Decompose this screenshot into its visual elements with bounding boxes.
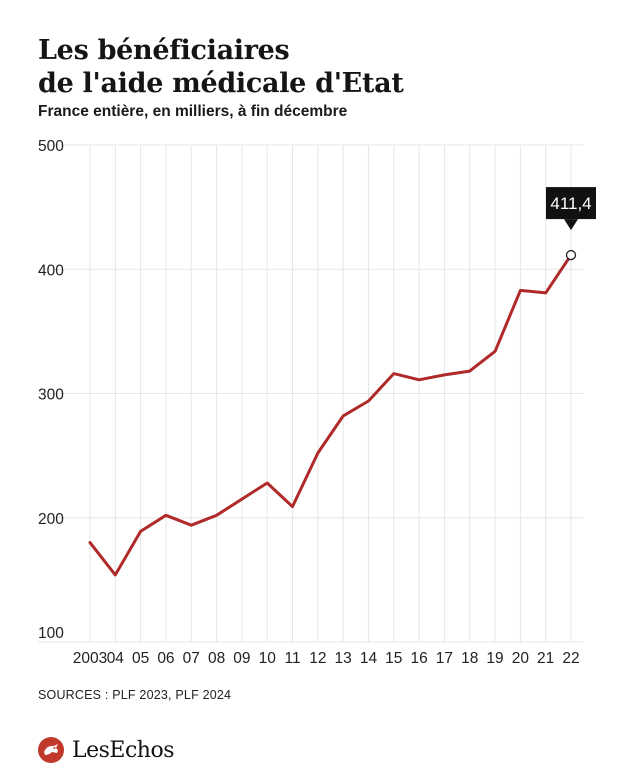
x-tick-label: 22 xyxy=(562,650,579,667)
y-gridlines xyxy=(38,144,583,643)
x-tick-label: 08 xyxy=(208,650,225,667)
x-tick-label: 17 xyxy=(436,650,453,667)
x-tick-label: 12 xyxy=(309,650,326,667)
x-tick-label: 04 xyxy=(107,650,125,667)
series-line xyxy=(88,253,573,577)
x-tick-label: 2003 xyxy=(73,650,107,667)
chart-title-line-1: Les bénéficiaires xyxy=(38,35,290,66)
last-value-marker xyxy=(565,249,577,261)
x-tick-label: 14 xyxy=(360,650,378,667)
callout-box xyxy=(546,187,596,220)
x-gridlines xyxy=(89,145,572,642)
chart-subtitle: France entière, en milliers, à fin décem… xyxy=(38,103,348,120)
x-tick-label: 10 xyxy=(259,650,277,667)
callout-pointer xyxy=(564,219,578,231)
y-tick-label: 300 xyxy=(38,387,64,404)
callout-label: 411,4 xyxy=(550,194,591,213)
y-tick-label: 500 xyxy=(38,138,64,155)
x-tick-label: 11 xyxy=(284,650,300,667)
x-tick-label: 21 xyxy=(537,650,554,667)
chart-title-line-2: de l'aide médicale d'Etat xyxy=(38,68,404,99)
y-tick-label: 200 xyxy=(38,511,64,528)
x-tick-label: 07 xyxy=(183,650,200,667)
value-callout: 411,4 xyxy=(546,187,596,231)
line-chart: 100 200 300 400 500 2003 04 05 06 07 08 09 10 11 12 13… xyxy=(38,138,596,667)
x-tick-label: 20 xyxy=(512,650,530,667)
x-tick-label: 16 xyxy=(410,650,427,667)
les-echos-logo-icon xyxy=(38,737,64,763)
les-echos-logo: LesEchos xyxy=(38,734,175,766)
x-tick-label: 05 xyxy=(132,650,149,667)
x-tick-label: 18 xyxy=(461,650,478,667)
x-axis-tick-labels: 2003 04 05 06 07 08 09 10 11 12 13 14 15 16 17 18 19 20 21… xyxy=(73,650,580,667)
x-tick-label: 19 xyxy=(486,650,503,667)
y-tick-label: 400 xyxy=(38,262,64,279)
sources-note: SOURCES : PLF 2023, PLF 2024 xyxy=(38,688,232,702)
x-tick-label: 09 xyxy=(233,650,250,667)
y-tick-label: 100 xyxy=(38,625,64,642)
x-tick-label: 06 xyxy=(157,650,174,667)
series-layer xyxy=(88,249,577,577)
y-axis-tick-labels: 100 200 300 400 500 xyxy=(38,138,64,642)
x-tick-label: 13 xyxy=(335,650,352,667)
chart-title: Les bénéficiaires de l'aide médicale d'E… xyxy=(38,34,598,100)
x-tick-label: 15 xyxy=(385,650,402,667)
les-echos-wordmark: LesEchos xyxy=(72,737,175,763)
